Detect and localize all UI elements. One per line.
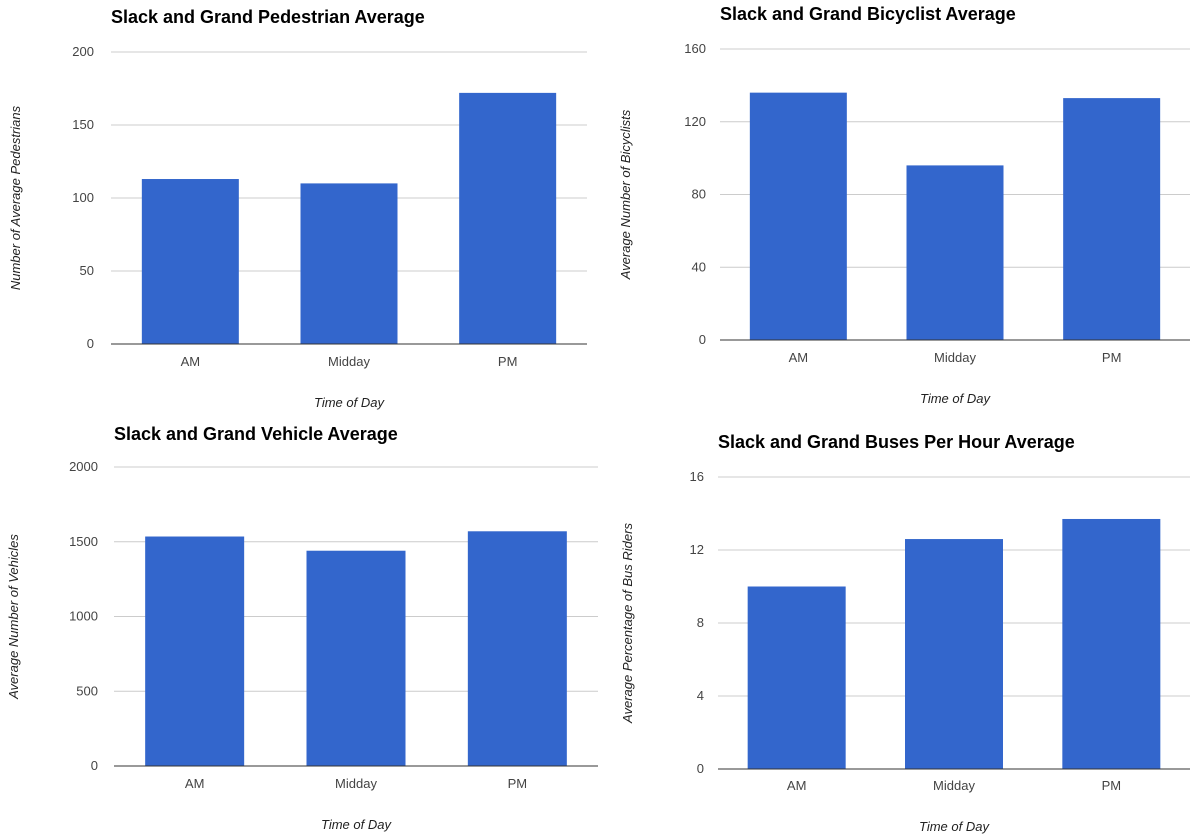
x-tick-label: Midday	[328, 354, 370, 369]
y-tick-label: 1000	[69, 609, 98, 624]
bar-am	[141, 179, 239, 344]
y-axis-label: Average Percentage of Bus Riders	[620, 523, 635, 724]
y-tick-label: 0	[699, 332, 706, 347]
bar-am	[749, 92, 847, 341]
x-axis-label: Time of Day	[321, 817, 392, 832]
y-tick-label: 16	[690, 469, 704, 484]
x-axis-label: Time of Day	[920, 391, 991, 406]
y-tick-label: 100	[72, 190, 94, 205]
y-tick-label: 150	[72, 117, 94, 132]
chart-1: Slack and Grand Pedestrian Average 0 50 100…	[8, 7, 587, 410]
chart-title: Slack and Grand Buses Per Hour Average	[718, 432, 1075, 452]
y-tick-label: 120	[684, 114, 706, 129]
x-tick-label: PM	[1102, 778, 1122, 793]
y-tick-label: 0	[87, 336, 94, 351]
y-axis-label: Average Number of Bicyclists	[618, 109, 633, 280]
bar-midday	[905, 539, 1003, 769]
bar-am	[747, 586, 846, 769]
x-tick-label: Midday	[934, 350, 976, 365]
chart-4: Slack and Grand Buses Per Hour Average 0 4…	[620, 432, 1190, 834]
bar-am	[145, 536, 245, 766]
x-axis-label: Time of Day	[919, 819, 990, 834]
y-tick-label: 8	[697, 615, 704, 630]
bar-midday	[300, 183, 398, 344]
y-axis-label: Number of Average Pedestrians	[8, 105, 23, 290]
bar-pm	[459, 92, 557, 344]
y-tick-label: 50	[80, 263, 94, 278]
y-tick-label: 500	[76, 683, 98, 698]
y-tick-label: 80	[692, 187, 706, 202]
chart-title: Slack and Grand Vehicle Average	[114, 424, 398, 444]
bar-midday	[306, 550, 406, 766]
x-tick-label: AM	[185, 776, 205, 791]
y-tick-label: 12	[690, 542, 704, 557]
x-tick-label: Midday	[335, 776, 377, 791]
y-tick-label: 0	[697, 761, 704, 776]
y-tick-label: 40	[692, 259, 706, 274]
x-axis-label: Time of Day	[314, 395, 385, 410]
y-axis-label: Average Number of Vehicles	[6, 534, 21, 700]
bar-midday	[906, 165, 1004, 340]
y-tick-label: 0	[91, 758, 98, 773]
y-tick-label: 1500	[69, 534, 98, 549]
x-tick-label: AM	[787, 778, 807, 793]
bar-pm	[1063, 98, 1161, 340]
bar-pm	[467, 531, 567, 766]
x-tick-label: PM	[508, 776, 528, 791]
y-tick-label: 2000	[69, 459, 98, 474]
chart-3: Slack and Grand Vehicle Average 0 500 1000 1…	[6, 424, 598, 832]
x-tick-label: PM	[498, 354, 518, 369]
x-tick-label: AM	[789, 350, 809, 365]
y-tick-label: 160	[684, 41, 706, 56]
y-tick-label: 4	[697, 688, 704, 703]
y-tick-label: 200	[72, 44, 94, 59]
x-tick-label: PM	[1102, 350, 1122, 365]
bar-pm	[1062, 518, 1161, 769]
chart-title: Slack and Grand Pedestrian Average	[111, 7, 425, 27]
chart-title: Slack and Grand Bicyclist Average	[720, 4, 1016, 24]
x-tick-label: AM	[181, 354, 201, 369]
x-tick-label: Midday	[933, 778, 975, 793]
chart-2: Slack and Grand Bicyclist Average 0 40 80 12…	[618, 4, 1190, 406]
